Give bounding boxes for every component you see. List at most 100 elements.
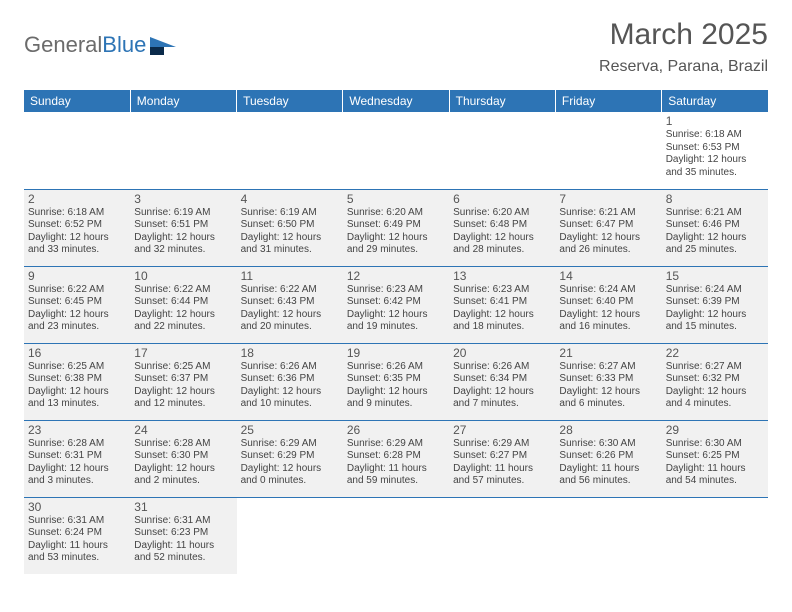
sunrise-text: Sunrise: 6:30 AM xyxy=(559,438,657,451)
calendar-day-cell: 29Sunrise: 6:30 AMSunset: 6:25 PMDayligh… xyxy=(662,420,768,497)
sunrise-text: Sunrise: 6:26 AM xyxy=(453,361,551,374)
sunset-text: Sunset: 6:32 PM xyxy=(666,373,764,386)
calendar-day-cell: 8Sunrise: 6:21 AMSunset: 6:46 PMDaylight… xyxy=(662,189,768,266)
calendar-week-row: 16Sunrise: 6:25 AMSunset: 6:38 PMDayligh… xyxy=(24,343,768,420)
daylight-text: Daylight: 12 hours and 35 minutes. xyxy=(666,154,764,179)
sunrise-text: Sunrise: 6:24 AM xyxy=(559,284,657,297)
day-number: 5 xyxy=(347,192,445,206)
sunset-text: Sunset: 6:52 PM xyxy=(28,219,126,232)
calendar-week-row: 2Sunrise: 6:18 AMSunset: 6:52 PMDaylight… xyxy=(24,189,768,266)
daylight-text: Daylight: 11 hours and 59 minutes. xyxy=(347,463,445,488)
daylight-text: Daylight: 11 hours and 56 minutes. xyxy=(559,463,657,488)
day-info: Sunrise: 6:28 AMSunset: 6:31 PMDaylight:… xyxy=(28,438,126,488)
sunrise-text: Sunrise: 6:31 AM xyxy=(134,515,232,528)
day-info: Sunrise: 6:27 AMSunset: 6:32 PMDaylight:… xyxy=(666,361,764,411)
daylight-text: Daylight: 11 hours and 57 minutes. xyxy=(453,463,551,488)
calendar-day-cell: 3Sunrise: 6:19 AMSunset: 6:51 PMDaylight… xyxy=(130,189,236,266)
calendar-day-cell: 22Sunrise: 6:27 AMSunset: 6:32 PMDayligh… xyxy=(662,343,768,420)
sunset-text: Sunset: 6:49 PM xyxy=(347,219,445,232)
day-info: Sunrise: 6:20 AMSunset: 6:49 PMDaylight:… xyxy=(347,207,445,257)
weekday-header: Saturday xyxy=(662,90,768,112)
day-number: 8 xyxy=(666,192,764,206)
flag-icon xyxy=(150,37,176,55)
day-info: Sunrise: 6:29 AMSunset: 6:29 PMDaylight:… xyxy=(241,438,339,488)
calendar-day-cell: 15Sunrise: 6:24 AMSunset: 6:39 PMDayligh… xyxy=(662,266,768,343)
daylight-text: Daylight: 12 hours and 23 minutes. xyxy=(28,309,126,334)
sunset-text: Sunset: 6:26 PM xyxy=(559,450,657,463)
day-number: 3 xyxy=(134,192,232,206)
sunrise-text: Sunrise: 6:27 AM xyxy=(559,361,657,374)
day-info: Sunrise: 6:26 AMSunset: 6:35 PMDaylight:… xyxy=(347,361,445,411)
calendar-day-cell: 11Sunrise: 6:22 AMSunset: 6:43 PMDayligh… xyxy=(237,266,343,343)
calendar-day-cell: 27Sunrise: 6:29 AMSunset: 6:27 PMDayligh… xyxy=(449,420,555,497)
calendar-day-cell xyxy=(662,497,768,574)
day-info: Sunrise: 6:23 AMSunset: 6:41 PMDaylight:… xyxy=(453,284,551,334)
sunset-text: Sunset: 6:30 PM xyxy=(134,450,232,463)
sunrise-text: Sunrise: 6:29 AM xyxy=(453,438,551,451)
sunset-text: Sunset: 6:33 PM xyxy=(559,373,657,386)
sunrise-text: Sunrise: 6:22 AM xyxy=(241,284,339,297)
sunrise-text: Sunrise: 6:21 AM xyxy=(559,207,657,220)
day-number: 9 xyxy=(28,269,126,283)
daylight-text: Daylight: 12 hours and 9 minutes. xyxy=(347,386,445,411)
calendar-day-cell xyxy=(343,497,449,574)
daylight-text: Daylight: 11 hours and 52 minutes. xyxy=(134,540,232,565)
calendar-day-cell xyxy=(237,497,343,574)
day-info: Sunrise: 6:26 AMSunset: 6:34 PMDaylight:… xyxy=(453,361,551,411)
day-number: 22 xyxy=(666,346,764,360)
daylight-text: Daylight: 12 hours and 25 minutes. xyxy=(666,232,764,257)
calendar-day-cell: 14Sunrise: 6:24 AMSunset: 6:40 PMDayligh… xyxy=(555,266,661,343)
day-info: Sunrise: 6:28 AMSunset: 6:30 PMDaylight:… xyxy=(134,438,232,488)
calendar-day-cell: 31Sunrise: 6:31 AMSunset: 6:23 PMDayligh… xyxy=(130,497,236,574)
sunrise-text: Sunrise: 6:29 AM xyxy=(241,438,339,451)
sunset-text: Sunset: 6:36 PM xyxy=(241,373,339,386)
daylight-text: Daylight: 12 hours and 26 minutes. xyxy=(559,232,657,257)
calendar-day-cell: 10Sunrise: 6:22 AMSunset: 6:44 PMDayligh… xyxy=(130,266,236,343)
day-info: Sunrise: 6:27 AMSunset: 6:33 PMDaylight:… xyxy=(559,361,657,411)
day-number: 30 xyxy=(28,500,126,514)
calendar-day-cell: 6Sunrise: 6:20 AMSunset: 6:48 PMDaylight… xyxy=(449,189,555,266)
daylight-text: Daylight: 11 hours and 54 minutes. xyxy=(666,463,764,488)
daylight-text: Daylight: 12 hours and 4 minutes. xyxy=(666,386,764,411)
day-number: 7 xyxy=(559,192,657,206)
sunset-text: Sunset: 6:50 PM xyxy=(241,219,339,232)
sunrise-text: Sunrise: 6:25 AM xyxy=(28,361,126,374)
sunrise-text: Sunrise: 6:18 AM xyxy=(28,207,126,220)
brand-word2: Blue xyxy=(102,32,146,57)
location-text: Reserva, Parana, Brazil xyxy=(599,58,768,76)
weekday-header: Friday xyxy=(555,90,661,112)
day-info: Sunrise: 6:30 AMSunset: 6:26 PMDaylight:… xyxy=(559,438,657,488)
sunset-text: Sunset: 6:31 PM xyxy=(28,450,126,463)
sunrise-text: Sunrise: 6:30 AM xyxy=(666,438,764,451)
calendar-day-cell: 25Sunrise: 6:29 AMSunset: 6:29 PMDayligh… xyxy=(237,420,343,497)
day-number: 23 xyxy=(28,423,126,437)
day-info: Sunrise: 6:18 AMSunset: 6:53 PMDaylight:… xyxy=(666,129,764,179)
sunset-text: Sunset: 6:40 PM xyxy=(559,296,657,309)
day-info: Sunrise: 6:29 AMSunset: 6:27 PMDaylight:… xyxy=(453,438,551,488)
sunrise-text: Sunrise: 6:20 AM xyxy=(347,207,445,220)
sunset-text: Sunset: 6:37 PM xyxy=(134,373,232,386)
calendar-day-cell: 19Sunrise: 6:26 AMSunset: 6:35 PMDayligh… xyxy=(343,343,449,420)
day-number: 15 xyxy=(666,269,764,283)
brand-text: GeneralBlue xyxy=(24,32,146,58)
daylight-text: Daylight: 12 hours and 6 minutes. xyxy=(559,386,657,411)
weekday-header: Tuesday xyxy=(237,90,343,112)
day-info: Sunrise: 6:19 AMSunset: 6:50 PMDaylight:… xyxy=(241,207,339,257)
sunset-text: Sunset: 6:24 PM xyxy=(28,527,126,540)
daylight-text: Daylight: 12 hours and 19 minutes. xyxy=(347,309,445,334)
calendar-day-cell: 18Sunrise: 6:26 AMSunset: 6:36 PMDayligh… xyxy=(237,343,343,420)
calendar-day-cell: 13Sunrise: 6:23 AMSunset: 6:41 PMDayligh… xyxy=(449,266,555,343)
sunrise-text: Sunrise: 6:24 AM xyxy=(666,284,764,297)
calendar-day-cell: 5Sunrise: 6:20 AMSunset: 6:49 PMDaylight… xyxy=(343,189,449,266)
sunrise-text: Sunrise: 6:29 AM xyxy=(347,438,445,451)
day-info: Sunrise: 6:25 AMSunset: 6:37 PMDaylight:… xyxy=(134,361,232,411)
daylight-text: Daylight: 12 hours and 31 minutes. xyxy=(241,232,339,257)
sunset-text: Sunset: 6:53 PM xyxy=(666,142,764,155)
weekday-header: Thursday xyxy=(449,90,555,112)
sunrise-text: Sunrise: 6:19 AM xyxy=(134,207,232,220)
sunset-text: Sunset: 6:43 PM xyxy=(241,296,339,309)
day-number: 11 xyxy=(241,269,339,283)
day-number: 31 xyxy=(134,500,232,514)
sunset-text: Sunset: 6:46 PM xyxy=(666,219,764,232)
day-number: 17 xyxy=(134,346,232,360)
